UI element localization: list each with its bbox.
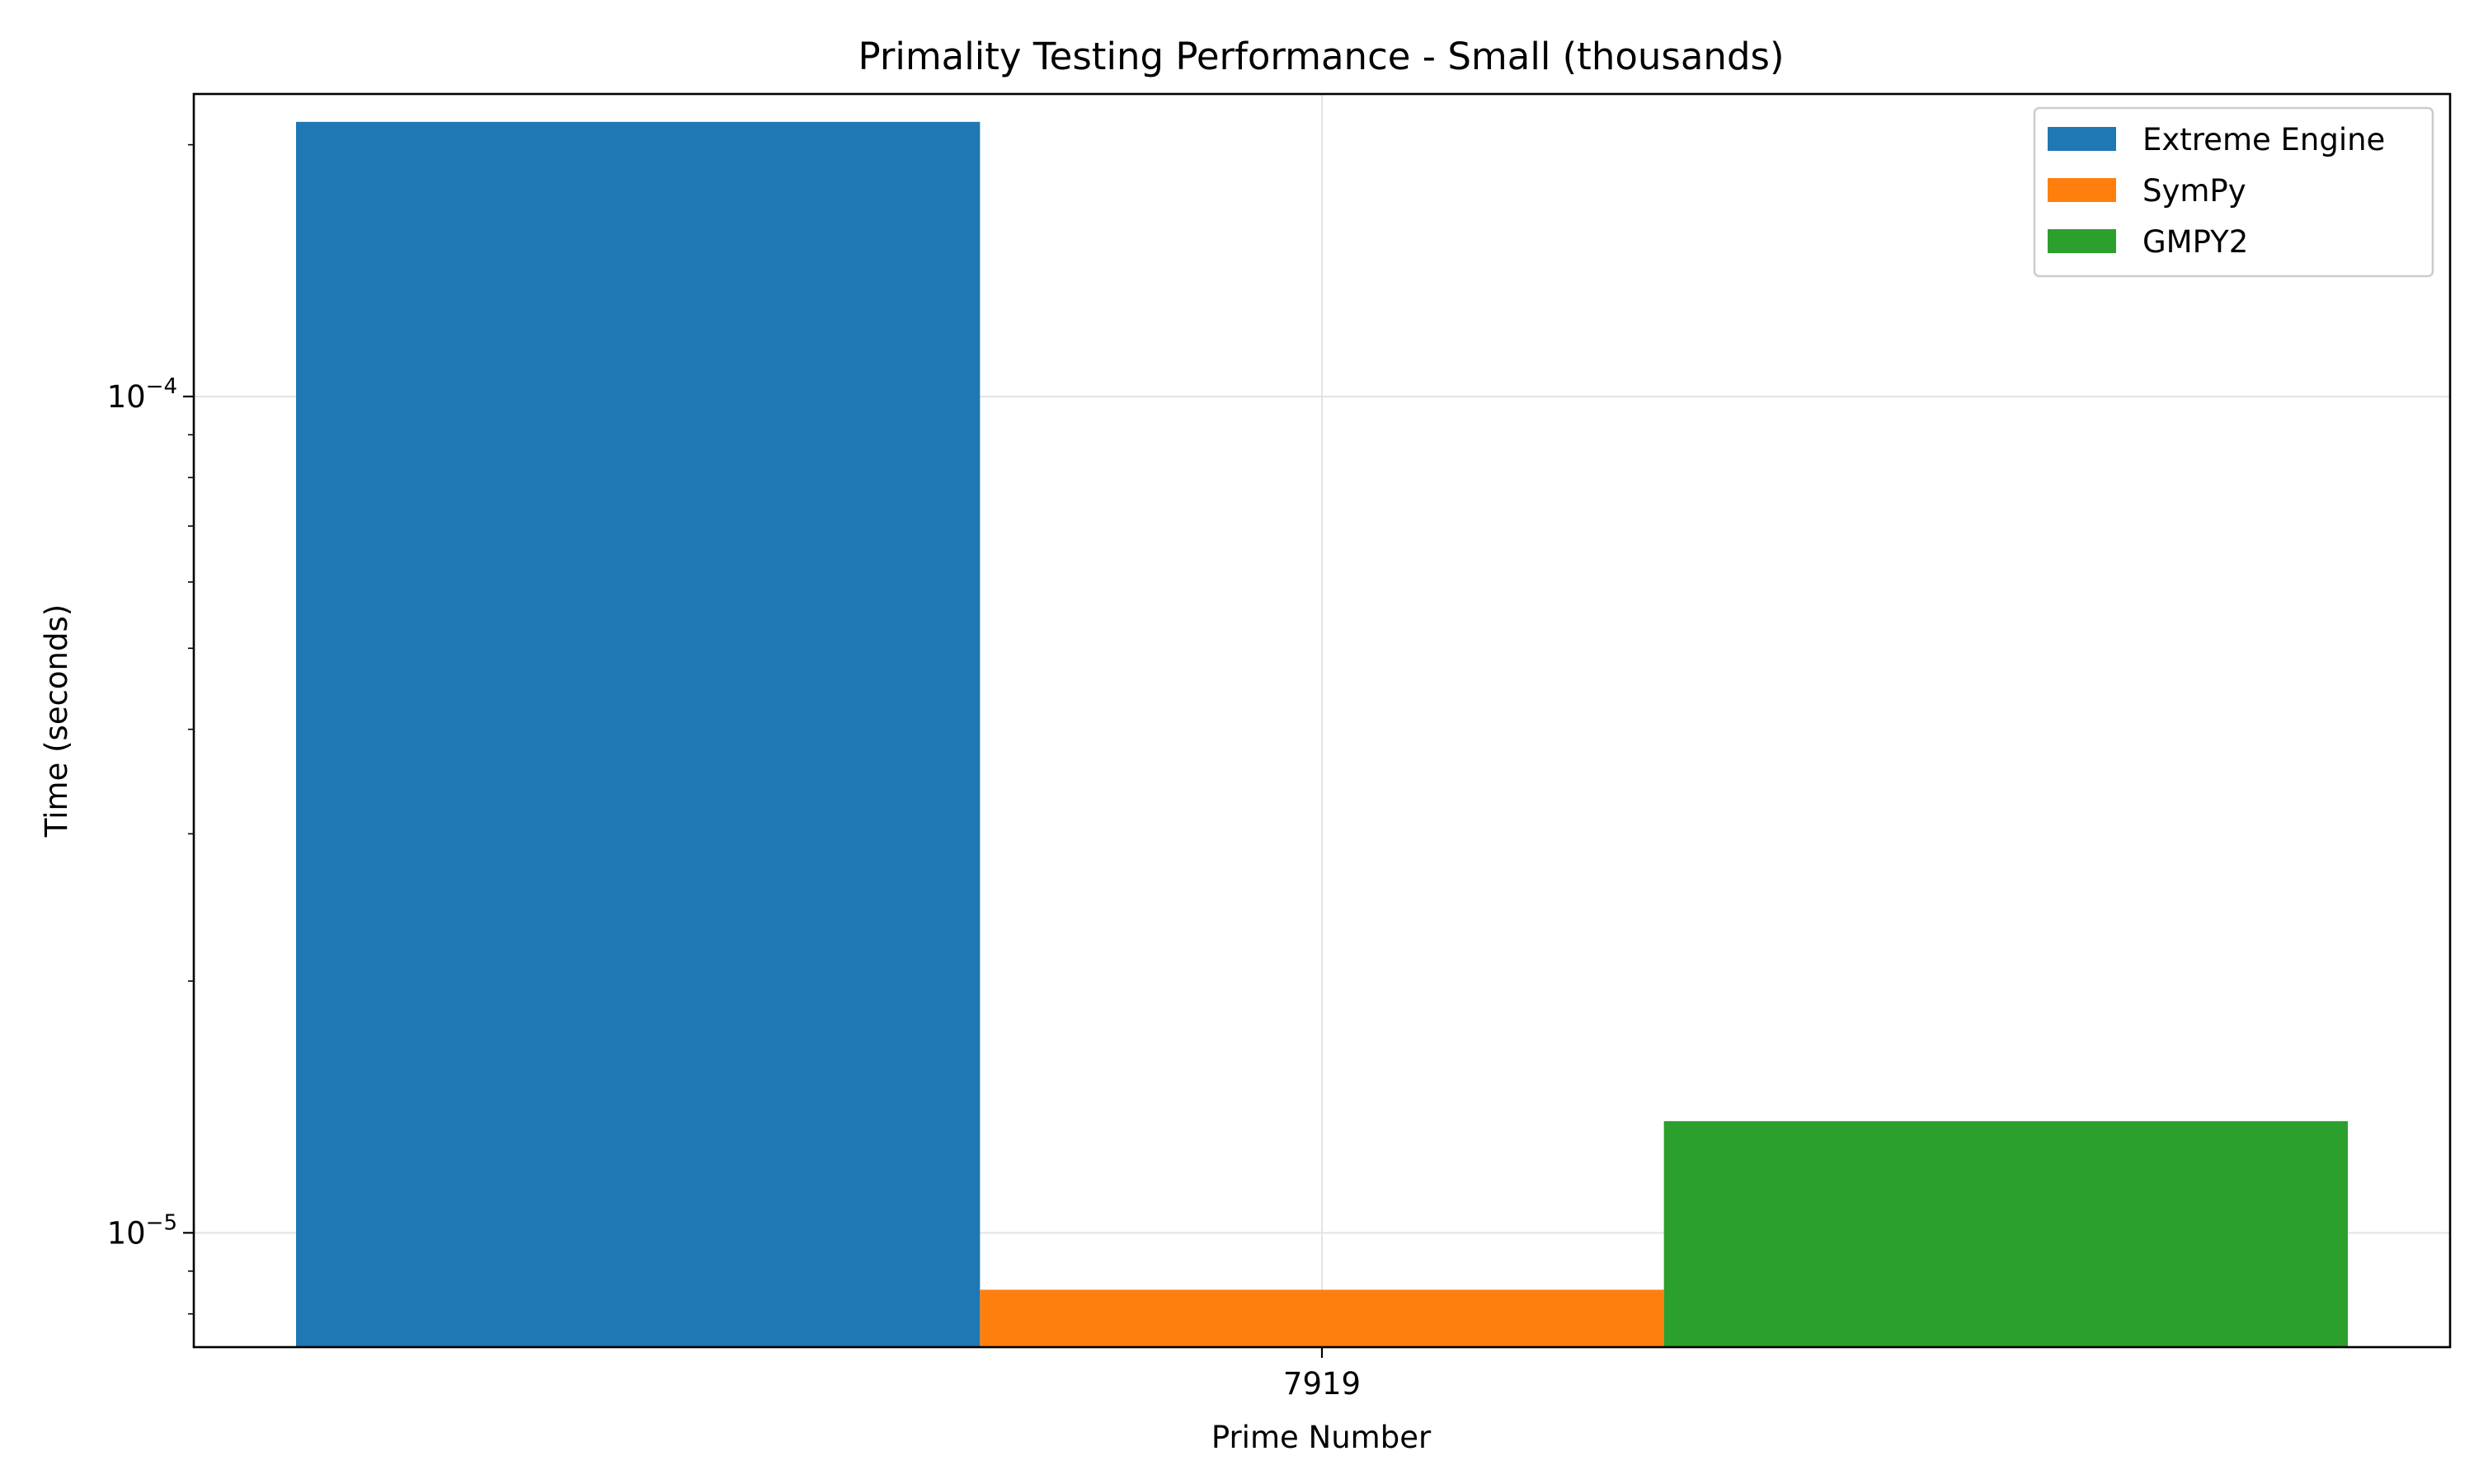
bars	[296, 121, 2348, 1347]
x-tick-label: 7919	[1283, 1366, 1361, 1402]
y-tick-label: 10−5	[107, 1210, 177, 1251]
plot-frame	[192, 92, 2452, 1349]
chart-title: Primality Testing Performance - Small (t…	[858, 35, 1784, 78]
bar-extreme-engine	[296, 121, 981, 1347]
legend-label: Extreme Engine	[2142, 122, 2385, 157]
legend-items: Extreme Engine SymPy GMPY2	[2048, 122, 2385, 260]
y-axis-ticks: 10−5 10−4	[107, 143, 194, 1315]
legend: Extreme Engine SymPy GMPY2	[2033, 106, 2434, 278]
y-axis-label: Time (seconds)	[39, 604, 74, 838]
legend-label: GMPY2	[2142, 224, 2248, 260]
x-axis-label: Prime Number	[1211, 1420, 1432, 1455]
y-tick-label: 10−4	[107, 374, 177, 415]
legend-label: SymPy	[2142, 173, 2246, 209]
legend-swatch	[2048, 229, 2116, 253]
legend-box	[2033, 106, 2434, 278]
bar-gmpy2	[1663, 1120, 2348, 1347]
legend-swatch	[2048, 127, 2116, 151]
legend-swatch	[2048, 178, 2116, 202]
x-axis-ticks: 7919	[1283, 1347, 1361, 1402]
bar-sympy	[980, 1289, 1664, 1347]
